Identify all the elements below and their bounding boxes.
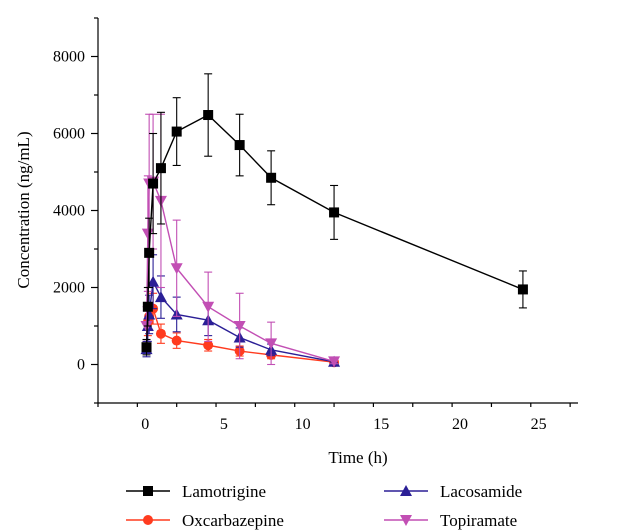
data-point <box>328 356 341 368</box>
data-point <box>142 301 153 312</box>
legend-item: Oxcarbazepine <box>126 511 284 530</box>
x-tick-label: 20 <box>452 416 468 433</box>
y-tick-label: 8000 <box>53 49 85 66</box>
y-tick-label: 4000 <box>53 203 85 220</box>
data-point <box>147 275 160 287</box>
data-point <box>171 335 182 346</box>
legend-item: Topiramate <box>384 511 517 530</box>
y-axis-title: Concentration (ng/mL) <box>14 131 33 288</box>
y-tick-label: 0 <box>77 357 85 374</box>
x-tick-label: 0 <box>141 416 149 433</box>
legend-marker <box>143 486 153 496</box>
legend-item: Lacosamide <box>384 482 522 501</box>
plot-area <box>140 73 528 368</box>
y-tick-label: 2000 <box>53 280 85 297</box>
data-point <box>155 163 166 174</box>
x-tick-label: 5 <box>220 416 228 433</box>
legend-label: Lacosamide <box>440 482 522 501</box>
data-point <box>141 342 152 353</box>
data-point <box>203 110 214 121</box>
data-point <box>329 207 340 218</box>
x-axis-title: Time (h) <box>328 448 387 467</box>
data-point <box>154 291 167 303</box>
axes: 0 5 10 15 20 25 0 2000 4000 6000 8000 <box>53 17 578 433</box>
y-tick-label: 6000 <box>53 126 85 143</box>
data-point <box>148 178 159 189</box>
series-line <box>145 279 335 363</box>
data-point <box>171 126 182 137</box>
data-point <box>144 247 155 258</box>
legend: Lamotrigine Oxcarbazepine Lacosamide Topira… <box>126 482 522 530</box>
x-tick-label: 10 <box>295 416 311 433</box>
series-line <box>145 180 335 363</box>
legend-marker <box>400 515 412 526</box>
x-tick-label: 25 <box>531 416 547 433</box>
series-topiramate <box>140 113 341 368</box>
data-point <box>203 340 214 351</box>
legend-label: Oxcarbazepine <box>182 511 284 530</box>
legend-item: Lamotrigine <box>126 482 266 501</box>
legend-label: Topiramate <box>440 511 517 530</box>
series-lamotrigine <box>141 73 528 356</box>
data-point <box>202 301 215 313</box>
series-line <box>145 114 524 348</box>
data-point <box>233 321 246 332</box>
legend-marker <box>143 515 153 525</box>
data-point <box>517 284 528 295</box>
data-point <box>155 328 166 339</box>
legend-label: Lamotrigine <box>182 482 266 501</box>
x-tick-label: 15 <box>373 416 389 433</box>
legend-marker <box>400 485 412 496</box>
data-point <box>265 338 278 350</box>
data-point <box>266 172 277 183</box>
data-point <box>170 263 183 275</box>
data-point <box>234 140 245 151</box>
